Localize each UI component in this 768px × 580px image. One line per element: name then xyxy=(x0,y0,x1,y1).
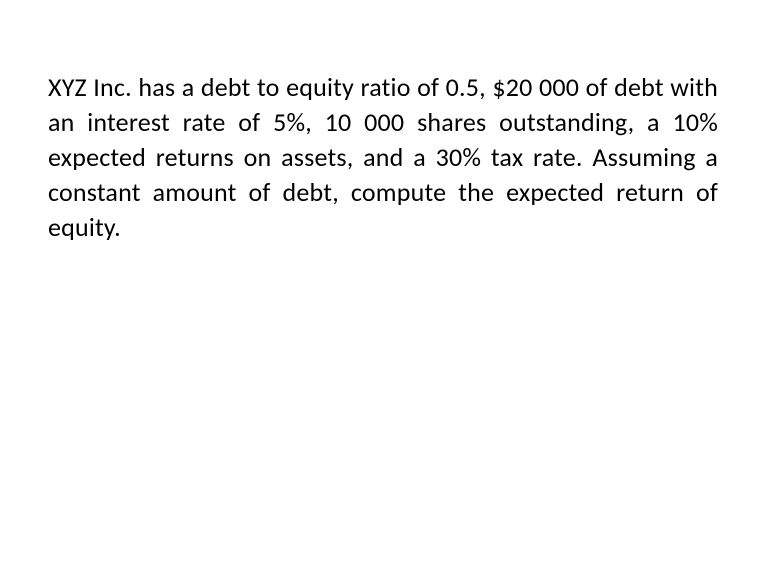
problem-statement: XYZ Inc. has a debt to equity ratio of 0… xyxy=(48,70,718,245)
